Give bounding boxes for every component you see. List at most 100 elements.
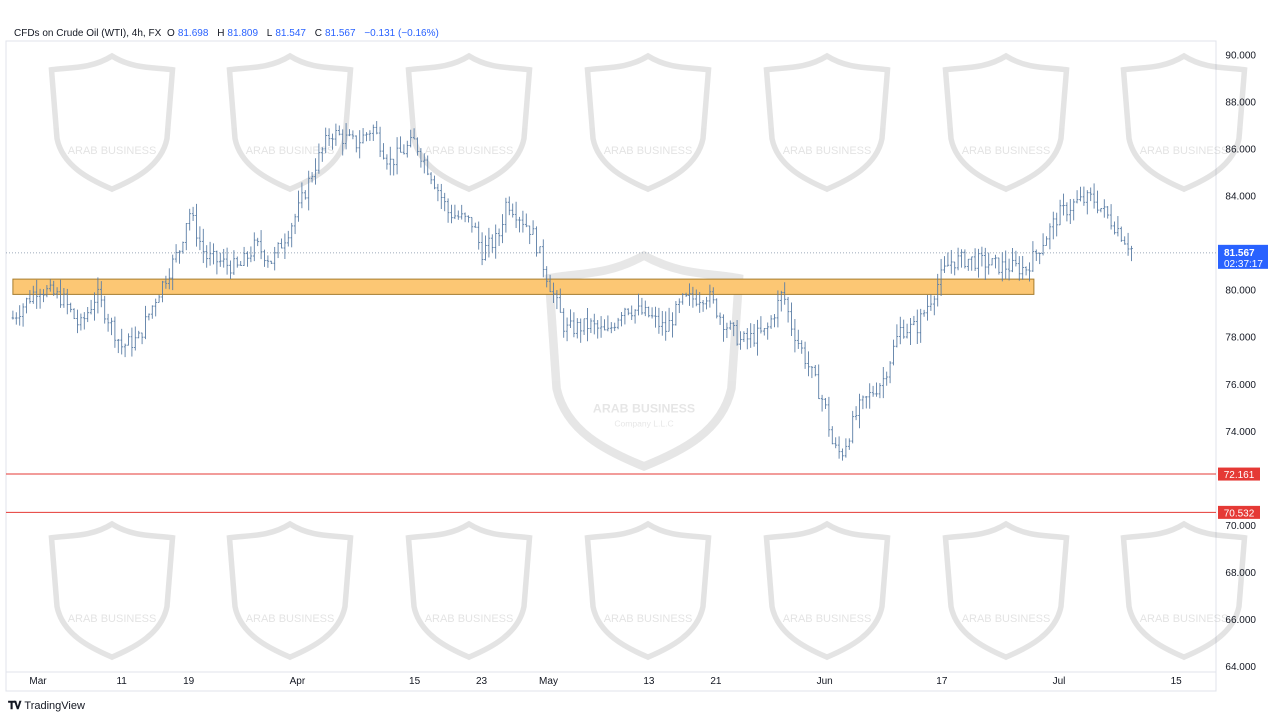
candle: [531, 220, 535, 235]
candle: [42, 289, 45, 303]
candle: [688, 283, 691, 306]
candle: [606, 315, 610, 332]
candle: [310, 172, 314, 183]
candle: [807, 351, 810, 377]
candle: [477, 221, 480, 250]
candle: [1051, 211, 1055, 240]
candle: [198, 226, 202, 251]
candle: [545, 266, 548, 288]
candle: [1048, 223, 1052, 250]
candle: [1045, 236, 1048, 246]
candle: [497, 228, 501, 246]
candle: [919, 308, 922, 343]
candle: [953, 261, 956, 276]
candle: [276, 242, 280, 259]
candle: [140, 332, 144, 345]
tradingview-logo[interactable]: 𝐓𝐕 TradingView: [8, 699, 85, 713]
candle: [76, 309, 79, 334]
candle: [395, 137, 399, 175]
candle: [936, 273, 939, 307]
y-tick-label: 88.000: [1225, 98, 1256, 109]
candle: [626, 308, 630, 316]
candle: [552, 282, 555, 303]
candle: [844, 438, 848, 458]
candle: [769, 315, 773, 329]
candle: [1034, 249, 1038, 262]
candle: [419, 148, 423, 168]
candle: [715, 298, 718, 319]
candle: [429, 172, 433, 185]
candle: [334, 123, 338, 146]
candle: [609, 322, 613, 334]
last-price-badge: [1218, 244, 1268, 269]
candle: [453, 204, 457, 220]
candle: [691, 286, 695, 308]
candle: [915, 309, 919, 344]
candle: [766, 322, 769, 340]
candle: [1126, 232, 1130, 256]
level-badge-label-1: 72.161: [1224, 470, 1255, 481]
candle: [868, 383, 871, 409]
watermark-shield: [544, 250, 744, 472]
candle: [501, 214, 504, 244]
candle: [286, 230, 290, 247]
watermark-logo: ARAB BUSINESS: [48, 52, 176, 193]
candle: [630, 305, 633, 321]
candle: [623, 307, 627, 325]
candle: [841, 448, 844, 461]
candle: [1085, 190, 1089, 215]
candle: [388, 146, 392, 176]
watermark-logo: ARAB BUSINESS: [584, 520, 712, 661]
candle: [650, 307, 654, 319]
candle: [307, 170, 310, 211]
candle: [1089, 187, 1092, 202]
candle: [144, 305, 147, 340]
candle: [1065, 202, 1069, 222]
candle: [123, 343, 127, 358]
candle: [297, 190, 300, 222]
candle: [756, 319, 759, 356]
candle: [426, 155, 429, 176]
candle: [232, 250, 236, 275]
candle: [949, 249, 953, 274]
candle: [385, 154, 389, 170]
y-tick-label: 90.000: [1225, 51, 1256, 62]
candle: [116, 338, 120, 354]
watermark-shield: [942, 520, 1070, 661]
x-tick-label: 17: [936, 676, 948, 687]
candle: [813, 365, 817, 377]
last-price-label: 81.567: [1224, 248, 1255, 259]
candle: [711, 287, 715, 304]
candle: [399, 136, 402, 153]
watermark-name: ARAB BUSINESS: [68, 145, 157, 157]
y-tick-label: 68.000: [1225, 568, 1256, 579]
candle: [514, 201, 518, 229]
candle: [351, 130, 355, 140]
candle: [1092, 183, 1096, 209]
candle: [817, 364, 820, 400]
candle: [436, 183, 440, 202]
candle: [599, 316, 603, 338]
candle: [786, 296, 790, 323]
candle: [1113, 221, 1116, 235]
candle: [970, 256, 973, 271]
candle: [280, 238, 283, 249]
watermark-shield: [763, 52, 891, 193]
candle: [344, 123, 348, 150]
candle: [450, 204, 453, 224]
candle: [912, 315, 916, 326]
candle: [154, 298, 157, 317]
candle: [946, 252, 950, 267]
low-value: 81.547: [275, 28, 306, 39]
candle: [1062, 193, 1065, 216]
candle: [368, 130, 372, 141]
candle: [69, 302, 72, 313]
candle: [1038, 252, 1041, 265]
x-tick-label: 15: [409, 676, 421, 687]
candle: [25, 297, 28, 314]
candle: [647, 306, 650, 318]
candle: [341, 129, 344, 156]
zone-rectangle: [12, 278, 1035, 295]
candle: [878, 383, 882, 399]
